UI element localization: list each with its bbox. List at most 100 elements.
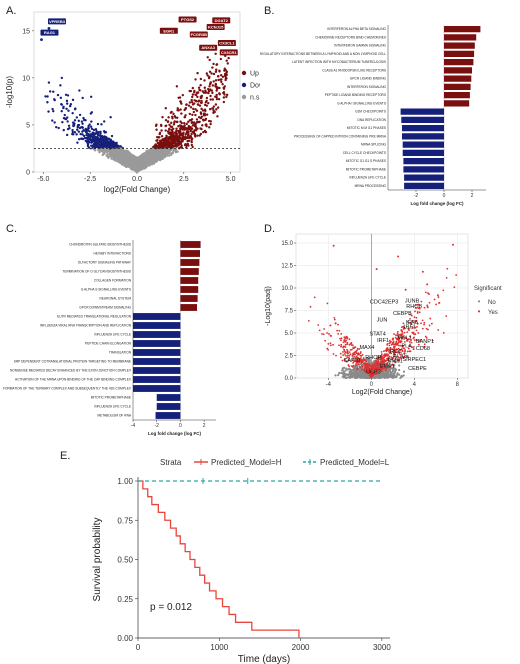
point-significant	[380, 351, 383, 353]
point-up	[191, 130, 194, 134]
point-significant	[353, 353, 355, 355]
category-label: INFLUENZA LIFE CYCLE	[349, 176, 386, 180]
point-significant	[401, 345, 404, 348]
point-significant	[350, 365, 353, 368]
point-ns	[122, 160, 125, 164]
point-up	[215, 97, 219, 101]
point-ns	[129, 166, 133, 170]
point-significant	[382, 350, 385, 353]
point-ns	[129, 158, 132, 162]
point-significant	[372, 371, 375, 374]
point-up	[160, 129, 163, 132]
point-up	[189, 89, 193, 93]
point-up	[184, 127, 187, 130]
category-label: GPCR DOWNSTREAM SIGNALING	[79, 306, 131, 310]
point-up	[218, 86, 221, 90]
panel-a-label: A.	[6, 5, 16, 17]
point-down	[65, 107, 68, 110]
x-tick-label: 1000	[210, 643, 228, 652]
point-significant	[377, 362, 380, 364]
point-down	[97, 133, 100, 137]
point-up	[216, 106, 220, 109]
point-significant	[343, 349, 346, 351]
point-down	[99, 132, 102, 135]
point-ns	[176, 150, 179, 153]
bar	[444, 25, 481, 33]
point-down	[81, 125, 84, 129]
point-down	[82, 129, 85, 132]
bar	[180, 250, 200, 257]
point-up	[194, 122, 197, 126]
point-ns	[156, 148, 159, 152]
point-down	[98, 145, 102, 148]
point-significant	[344, 346, 347, 349]
point-down	[95, 144, 98, 147]
point-up	[170, 110, 173, 114]
point-up	[166, 120, 170, 123]
point-significant	[398, 336, 401, 339]
point-significant	[415, 307, 417, 309]
point-significant	[369, 374, 372, 377]
point-up	[204, 109, 207, 113]
point-significant	[342, 345, 345, 348]
point-significant	[324, 339, 327, 342]
point-up	[175, 127, 178, 130]
point-not-significant	[345, 367, 348, 370]
point-not-significant	[338, 372, 341, 375]
x-tick-label: 2	[203, 423, 206, 429]
point-significant	[393, 353, 396, 356]
point-significant	[356, 367, 359, 369]
point-significant	[337, 323, 339, 326]
point-up	[207, 101, 210, 105]
point-not-significant	[386, 368, 390, 371]
point-ns	[100, 149, 104, 153]
point-significant	[420, 300, 423, 303]
bar	[444, 34, 477, 41]
point-down	[85, 134, 88, 137]
point-up	[221, 83, 224, 86]
point-up	[195, 109, 199, 112]
category-label: METABOLISM OF RNA	[97, 414, 131, 418]
point-significant	[372, 374, 375, 377]
point-significant	[307, 319, 310, 322]
bar	[155, 412, 181, 419]
gene-label: EMP1	[380, 364, 395, 370]
x-tick-label: 0	[179, 423, 182, 429]
point-up	[179, 146, 182, 149]
point-significant	[416, 325, 418, 328]
point-up	[218, 93, 222, 96]
point-ns	[129, 152, 132, 156]
category-label: CELL CYCLE CHECKPOINTS	[343, 151, 386, 155]
y-tick-label: 0.75	[117, 516, 133, 525]
point-significant	[411, 326, 414, 329]
gene-label: TIMP1	[387, 359, 403, 365]
point-significant	[421, 270, 424, 273]
point-up	[183, 124, 186, 127]
point-up	[190, 121, 193, 125]
point-up	[212, 80, 215, 83]
point-ns	[167, 147, 170, 151]
point-not-significant	[346, 376, 350, 379]
point-significant	[348, 365, 350, 368]
point-ns	[130, 161, 133, 164]
point-down	[59, 84, 62, 87]
point-significant	[345, 335, 348, 338]
point-up	[170, 121, 173, 125]
point-not-significant	[391, 370, 394, 373]
point-ns	[158, 153, 162, 156]
point-down	[59, 96, 63, 100]
point-down	[76, 141, 79, 144]
point-up	[212, 62, 215, 66]
point-significant	[406, 331, 409, 334]
point-down	[89, 125, 93, 128]
point-up	[199, 89, 202, 92]
point-ns	[148, 164, 151, 167]
point-significant	[377, 364, 380, 367]
point-significant	[340, 337, 343, 340]
point-not-significant	[365, 358, 368, 361]
point-down	[82, 134, 86, 138]
point-up	[208, 126, 211, 129]
category-label: CHONDROITIN SULFATE BIOSYNTHESIS	[69, 243, 131, 247]
point-up	[170, 141, 173, 144]
point-significant	[348, 351, 351, 354]
